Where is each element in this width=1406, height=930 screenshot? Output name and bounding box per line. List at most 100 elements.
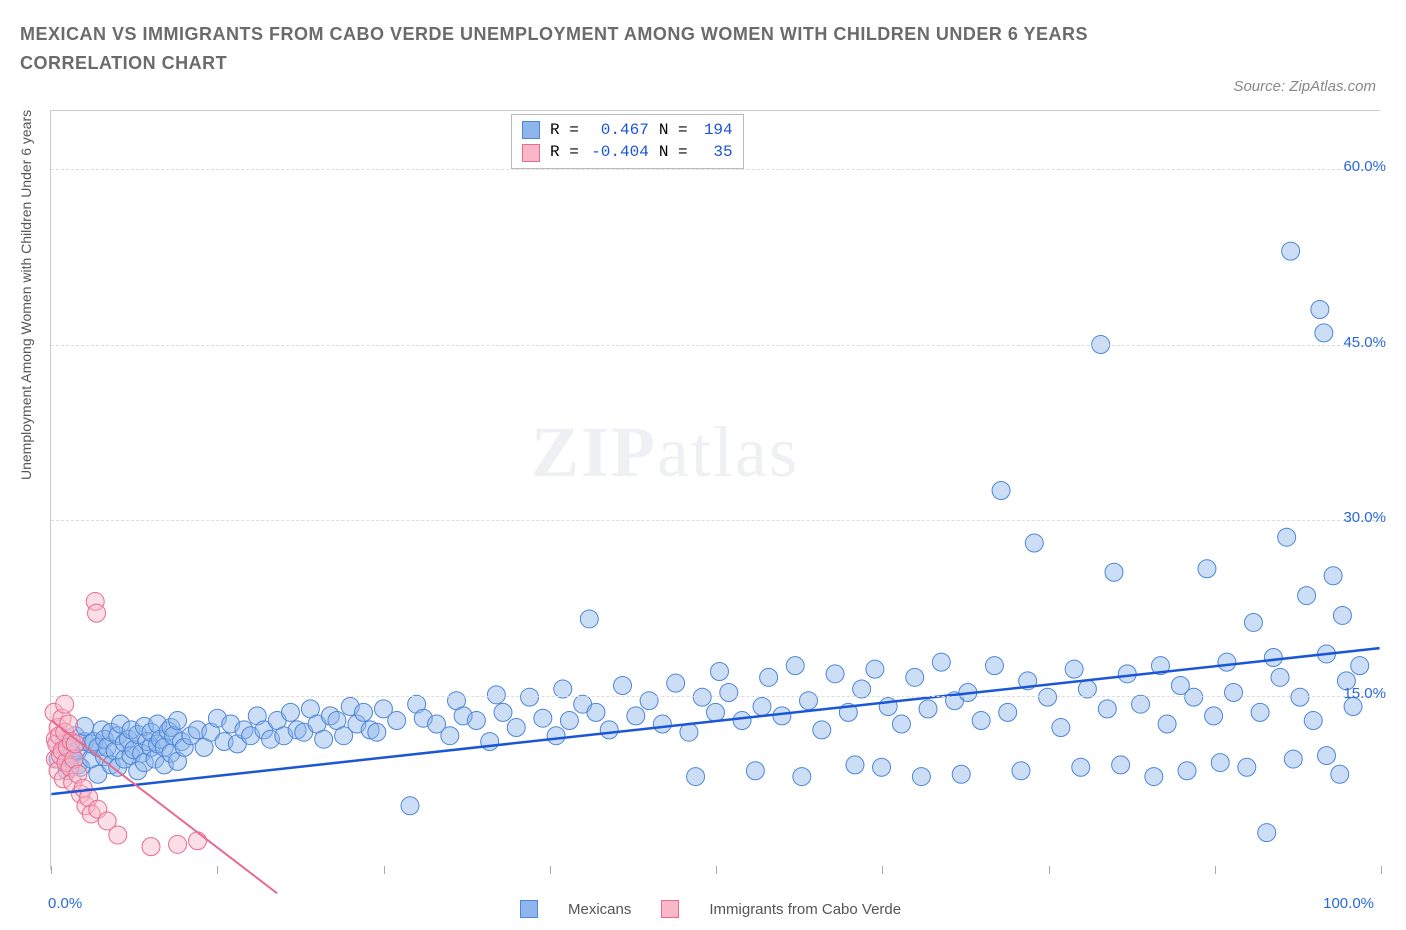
data-point [992, 482, 1010, 500]
legend-swatch-mexicans [520, 900, 538, 918]
data-point [142, 838, 160, 856]
data-point [999, 703, 1017, 721]
data-point [1298, 587, 1316, 605]
x-tick [384, 866, 385, 874]
data-point [169, 835, 187, 853]
data-point [1238, 758, 1256, 776]
x-tick-100: 100.0% [1323, 895, 1374, 912]
data-point [368, 723, 386, 741]
data-point [587, 703, 605, 721]
data-point [1012, 762, 1030, 780]
data-point [892, 715, 910, 733]
data-point [1072, 758, 1090, 776]
source-label: Source: ZipAtlas.com [1233, 78, 1376, 95]
data-point [169, 712, 187, 730]
data-point [1118, 665, 1136, 683]
data-point [786, 657, 804, 675]
data-point [1278, 528, 1296, 546]
chart-title: MEXICAN VS IMMIGRANTS FROM CABO VERDE UN… [20, 20, 1120, 78]
data-point [547, 727, 565, 745]
data-point [1251, 703, 1269, 721]
x-tick [882, 866, 883, 874]
data-point [813, 721, 831, 739]
data-point [1132, 695, 1150, 713]
scatter-plot [51, 111, 1380, 870]
data-point [799, 692, 817, 710]
y-tick-label: 60.0% [1343, 158, 1386, 175]
x-tick [716, 866, 717, 874]
data-point [534, 709, 552, 727]
data-point [773, 707, 791, 725]
data-point [521, 688, 539, 706]
y-tick-label: 30.0% [1343, 509, 1386, 526]
data-point [315, 730, 333, 748]
data-point [401, 797, 419, 815]
data-point [1258, 824, 1276, 842]
data-point [109, 826, 127, 844]
data-point [919, 700, 937, 718]
legend-label-mexicans: Mexicans [568, 901, 631, 918]
data-point [1039, 688, 1057, 706]
data-point [746, 762, 764, 780]
legend-swatch-cabo [661, 900, 679, 918]
gridline [51, 345, 1380, 346]
data-point [640, 692, 658, 710]
data-point [906, 668, 924, 686]
data-point [912, 768, 930, 786]
x-tick [1049, 866, 1050, 874]
data-point [1291, 688, 1309, 706]
data-point [866, 660, 884, 678]
data-point [1198, 560, 1216, 578]
data-point [281, 703, 299, 721]
data-point [873, 758, 891, 776]
data-point [188, 832, 206, 850]
data-point [580, 610, 598, 628]
data-point [753, 698, 771, 716]
data-point [1025, 534, 1043, 552]
data-point [710, 663, 728, 681]
y-axis-label: Unemployment Among Women with Children U… [18, 110, 34, 480]
x-tick [1381, 866, 1382, 874]
data-point [88, 604, 106, 622]
data-point [653, 715, 671, 733]
data-point [467, 712, 485, 730]
data-point [388, 712, 406, 730]
data-point [1112, 756, 1130, 774]
data-point [1225, 684, 1243, 702]
data-point [1333, 606, 1351, 624]
data-point [1098, 700, 1116, 718]
data-point [1284, 750, 1302, 768]
gridline [51, 696, 1380, 697]
data-point [1158, 715, 1176, 733]
data-point [494, 703, 512, 721]
data-point [560, 712, 578, 730]
data-point [1065, 660, 1083, 678]
data-point [972, 712, 990, 730]
data-point [1264, 648, 1282, 666]
data-point [1185, 688, 1203, 706]
x-tick [550, 866, 551, 874]
legend-label-cabo: Immigrants from Cabo Verde [709, 901, 901, 918]
data-point [693, 688, 711, 706]
data-point [1205, 707, 1223, 725]
data-point [1244, 613, 1262, 631]
data-point [687, 768, 705, 786]
data-point [932, 653, 950, 671]
data-point [627, 707, 645, 725]
data-point [1331, 765, 1349, 783]
data-point [707, 703, 725, 721]
data-point [1105, 563, 1123, 581]
y-tick-label: 45.0% [1343, 334, 1386, 351]
data-point [1315, 324, 1333, 342]
data-point [441, 727, 459, 745]
data-point [1271, 668, 1289, 686]
data-point [1145, 768, 1163, 786]
data-point [1282, 242, 1300, 260]
y-tick-label: 15.0% [1343, 685, 1386, 702]
data-point [56, 695, 74, 713]
data-point [985, 657, 1003, 675]
x-tick [1215, 866, 1216, 874]
data-point [760, 668, 778, 686]
x-tick [217, 866, 218, 874]
data-point [600, 721, 618, 739]
